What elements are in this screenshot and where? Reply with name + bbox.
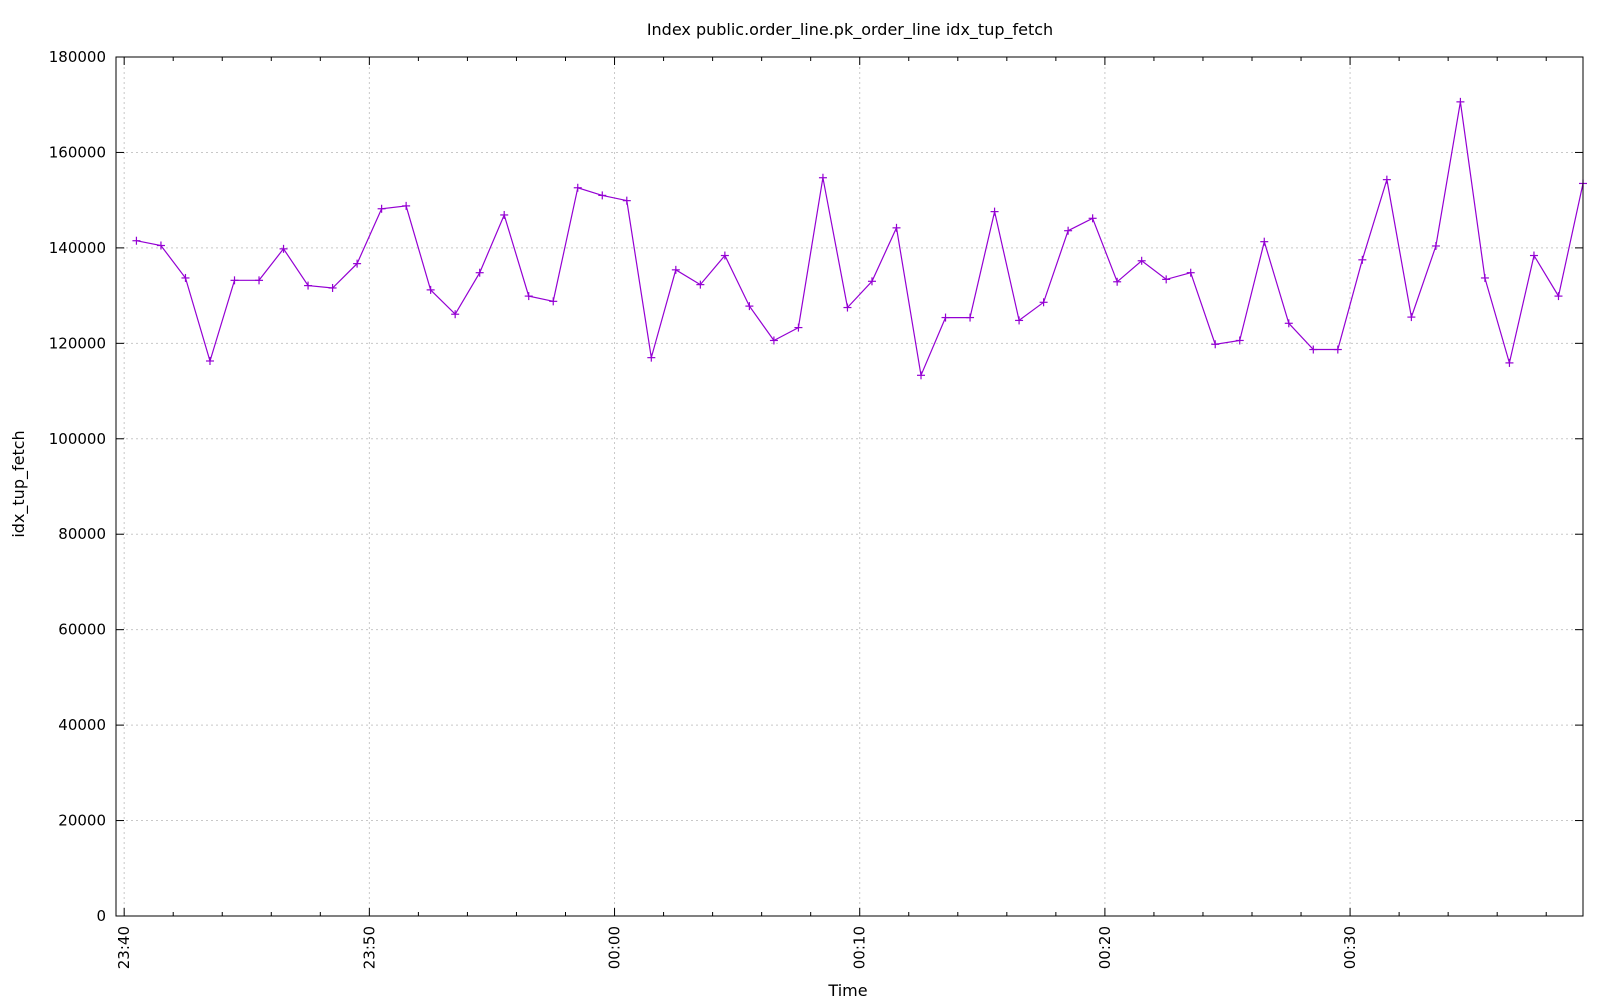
data-point (1235, 336, 1244, 345)
data-point (1554, 292, 1563, 301)
y-tick-label: 60000 (58, 621, 106, 639)
data-point (1431, 241, 1440, 250)
data-point (720, 251, 729, 260)
series-layer (132, 97, 1587, 380)
data-point (279, 244, 288, 253)
data-point (941, 313, 950, 322)
data-point (892, 223, 901, 232)
series-line (136, 101, 1584, 378)
data-point (1260, 237, 1269, 246)
data-point (1211, 340, 1220, 349)
data-point (1162, 275, 1171, 284)
data-point (647, 353, 656, 362)
axis-ticks (116, 56, 1583, 917)
data-point (181, 273, 190, 282)
x-tick-label: 00:30 (1341, 926, 1359, 969)
y-tick-label: 0 (96, 907, 106, 925)
data-point (402, 201, 411, 210)
data-point (524, 292, 533, 301)
y-tick-label: 140000 (49, 239, 106, 257)
data-point (304, 281, 313, 290)
data-point (1309, 345, 1318, 354)
data-point (818, 173, 827, 182)
data-point (1382, 175, 1391, 184)
x-tick-label: 00:00 (606, 926, 624, 969)
data-point (1358, 255, 1367, 264)
data-point (966, 313, 975, 322)
data-point (622, 196, 631, 205)
data-point (205, 356, 214, 365)
data-point (1015, 316, 1024, 325)
y-tick-label: 40000 (58, 716, 106, 734)
chart-title: Index public.order_line.pk_order_line id… (647, 20, 1053, 40)
data-point (769, 336, 778, 345)
y-tick-label: 120000 (49, 334, 106, 352)
x-tick-label: 23:50 (360, 926, 378, 969)
y-axis-title: idx_tup_fetch (9, 430, 29, 537)
x-tick-label: 00:10 (851, 926, 869, 969)
data-point (573, 183, 582, 192)
x-tick-label: 23:40 (115, 926, 133, 969)
y-tick-label: 100000 (49, 430, 106, 448)
data-point (1480, 273, 1489, 282)
data-point (1113, 277, 1122, 286)
data-point (549, 297, 558, 306)
data-point (745, 302, 754, 311)
data-point (1333, 345, 1342, 354)
data-point (867, 277, 876, 286)
data-point (230, 276, 239, 285)
data-point (156, 241, 165, 250)
data-point (451, 310, 460, 319)
tick-labels: 0 20000 40000 60000 80000 100000 120000 140000 1… (49, 48, 1359, 969)
data-point (328, 283, 337, 292)
data-point (132, 236, 141, 245)
data-point (1284, 319, 1293, 328)
data-point (696, 280, 705, 289)
plot-frame (115, 56, 1584, 917)
data-point (1456, 97, 1465, 106)
data-point (843, 303, 852, 312)
data-point (794, 323, 803, 332)
data-point (1505, 358, 1514, 367)
x-tick-label: 00:20 (1096, 926, 1114, 969)
data-point (1088, 214, 1097, 223)
x-axis-title: Time (827, 981, 867, 1000)
data-point (1039, 298, 1048, 307)
data-point (353, 259, 362, 268)
data-point (1137, 256, 1146, 265)
data-point (475, 268, 484, 277)
data-point (917, 371, 926, 380)
data-point (500, 210, 509, 219)
data-point (255, 276, 264, 285)
data-point (1529, 251, 1538, 260)
y-tick-label: 180000 (49, 48, 106, 66)
data-point (1064, 226, 1073, 235)
data-point (598, 191, 607, 200)
data-point (1186, 268, 1195, 277)
data-point (426, 285, 435, 294)
data-point (671, 265, 680, 274)
grid (116, 57, 1583, 916)
y-tick-label: 20000 (58, 812, 106, 830)
data-point (990, 207, 999, 216)
y-tick-label: 80000 (58, 525, 106, 543)
y-tick-label: 160000 (49, 143, 106, 161)
data-point (377, 204, 386, 213)
data-point (1407, 313, 1416, 322)
